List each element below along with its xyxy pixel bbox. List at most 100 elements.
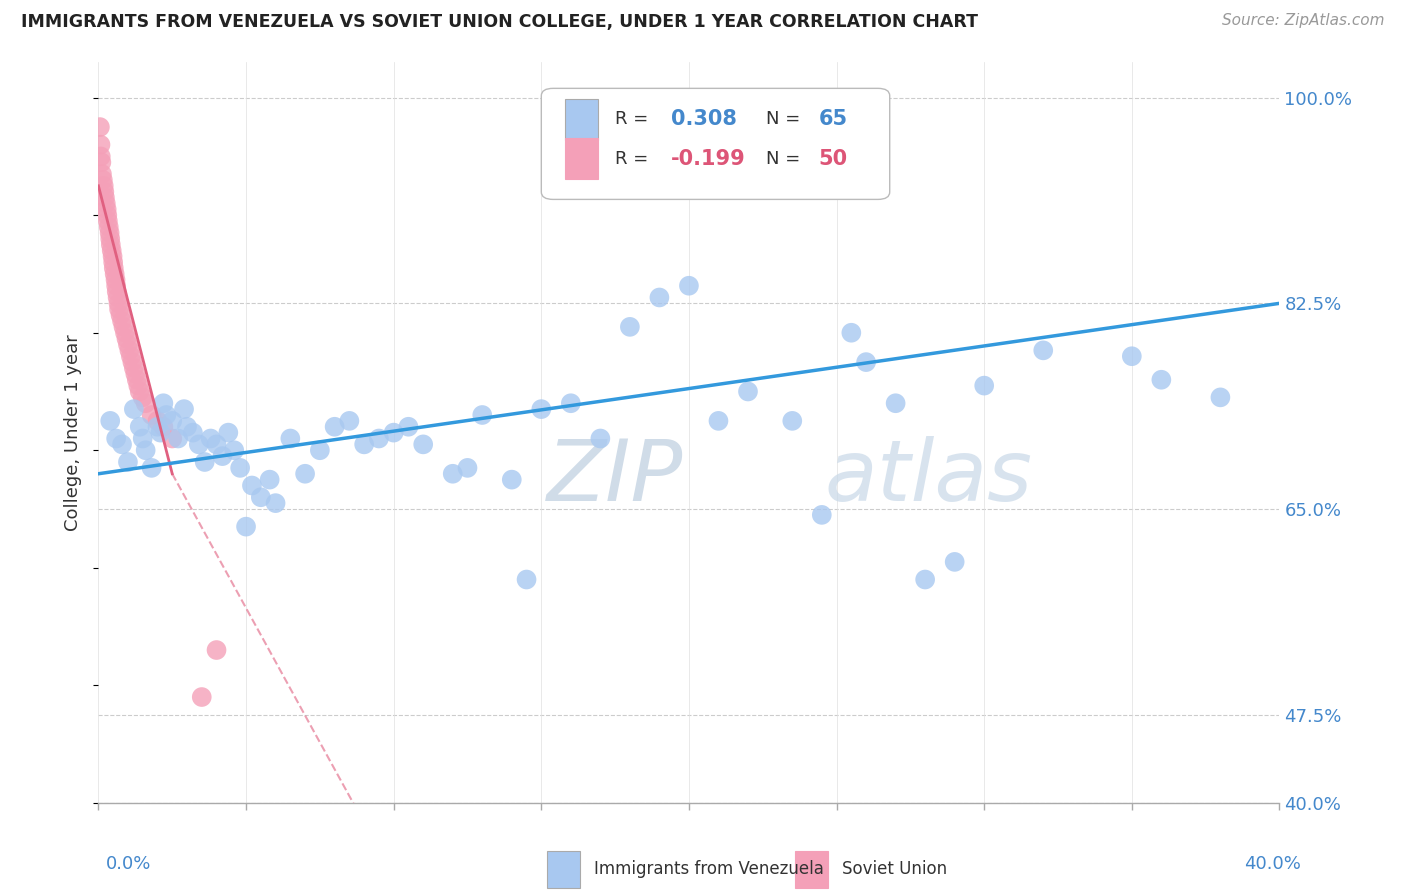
Point <box>105 432 128 446</box>
Point <box>155 408 177 422</box>
Point <box>205 437 228 451</box>
Point <box>89 120 111 134</box>
Text: Soviet Union: Soviet Union <box>842 861 948 879</box>
Point <box>162 414 183 428</box>
Point <box>973 378 995 392</box>
Point <box>107 296 129 310</box>
Point <box>294 467 316 481</box>
Point <box>280 432 302 446</box>
Point <box>811 508 834 522</box>
Point <box>111 437 134 451</box>
Point <box>122 402 145 417</box>
Point <box>264 496 287 510</box>
Text: Source: ZipAtlas.com: Source: ZipAtlas.com <box>1222 13 1385 29</box>
Point <box>205 643 228 657</box>
Text: R =: R = <box>614 111 654 128</box>
Point <box>224 443 246 458</box>
Point <box>91 167 114 181</box>
Point <box>194 455 217 469</box>
Text: N =: N = <box>766 150 806 168</box>
Point <box>217 425 239 440</box>
Point <box>457 461 479 475</box>
Point <box>89 137 111 152</box>
Point <box>111 314 134 328</box>
Point <box>141 461 163 475</box>
Point <box>707 414 730 428</box>
Point <box>678 278 700 293</box>
Point <box>141 408 163 422</box>
Point <box>98 232 121 246</box>
Point <box>146 414 169 428</box>
Point <box>353 437 375 451</box>
Point <box>97 214 120 228</box>
Point <box>135 396 157 410</box>
Y-axis label: College, Under 1 year: College, Under 1 year <box>65 334 83 531</box>
Point <box>176 419 198 434</box>
Point <box>398 419 420 434</box>
Point <box>181 425 204 440</box>
Point <box>132 432 155 446</box>
Point <box>121 355 143 369</box>
Point <box>90 149 112 163</box>
Point <box>648 290 671 304</box>
Point <box>162 432 183 446</box>
FancyBboxPatch shape <box>565 138 598 179</box>
Point <box>93 185 115 199</box>
Point <box>93 178 115 193</box>
Point <box>619 319 641 334</box>
Point <box>339 414 361 428</box>
Point <box>118 343 141 358</box>
Point <box>120 349 142 363</box>
Point <box>96 208 118 222</box>
Point <box>259 473 281 487</box>
Point <box>146 419 169 434</box>
Point <box>117 455 139 469</box>
Point <box>229 461 252 475</box>
Point <box>441 467 464 481</box>
Text: 40.0%: 40.0% <box>1244 855 1301 872</box>
Point <box>309 443 332 458</box>
Point <box>211 449 233 463</box>
Point <box>1032 343 1054 358</box>
Point <box>135 443 157 458</box>
Text: R =: R = <box>614 150 654 168</box>
Point <box>149 425 172 440</box>
Point <box>91 173 114 187</box>
Point <box>782 414 804 428</box>
Point <box>107 290 129 304</box>
Point <box>100 237 122 252</box>
Text: Immigrants from Venezuela: Immigrants from Venezuela <box>595 861 824 879</box>
Point <box>128 384 150 399</box>
Point <box>250 490 273 504</box>
Point <box>108 302 131 317</box>
Point <box>115 332 138 346</box>
Text: 0.308: 0.308 <box>671 110 737 129</box>
Point <box>1209 390 1232 404</box>
Point <box>187 437 209 451</box>
Point <box>152 419 174 434</box>
Text: 0.0%: 0.0% <box>105 855 150 872</box>
Point <box>323 419 346 434</box>
Point <box>240 478 263 492</box>
Point <box>200 432 222 446</box>
Point <box>114 326 136 340</box>
Point <box>412 437 434 451</box>
Point <box>943 555 966 569</box>
Point <box>167 432 190 446</box>
FancyBboxPatch shape <box>541 88 890 200</box>
Point <box>191 690 214 704</box>
FancyBboxPatch shape <box>547 851 581 888</box>
Point <box>104 273 127 287</box>
Point <box>530 402 553 417</box>
Point <box>122 361 145 376</box>
Point <box>97 219 120 234</box>
Point <box>132 390 155 404</box>
Point <box>103 255 125 269</box>
Point <box>501 473 523 487</box>
Point <box>90 155 112 169</box>
Text: 65: 65 <box>818 110 848 129</box>
Point <box>589 432 612 446</box>
Point <box>112 319 135 334</box>
FancyBboxPatch shape <box>565 99 598 140</box>
Point <box>125 373 148 387</box>
